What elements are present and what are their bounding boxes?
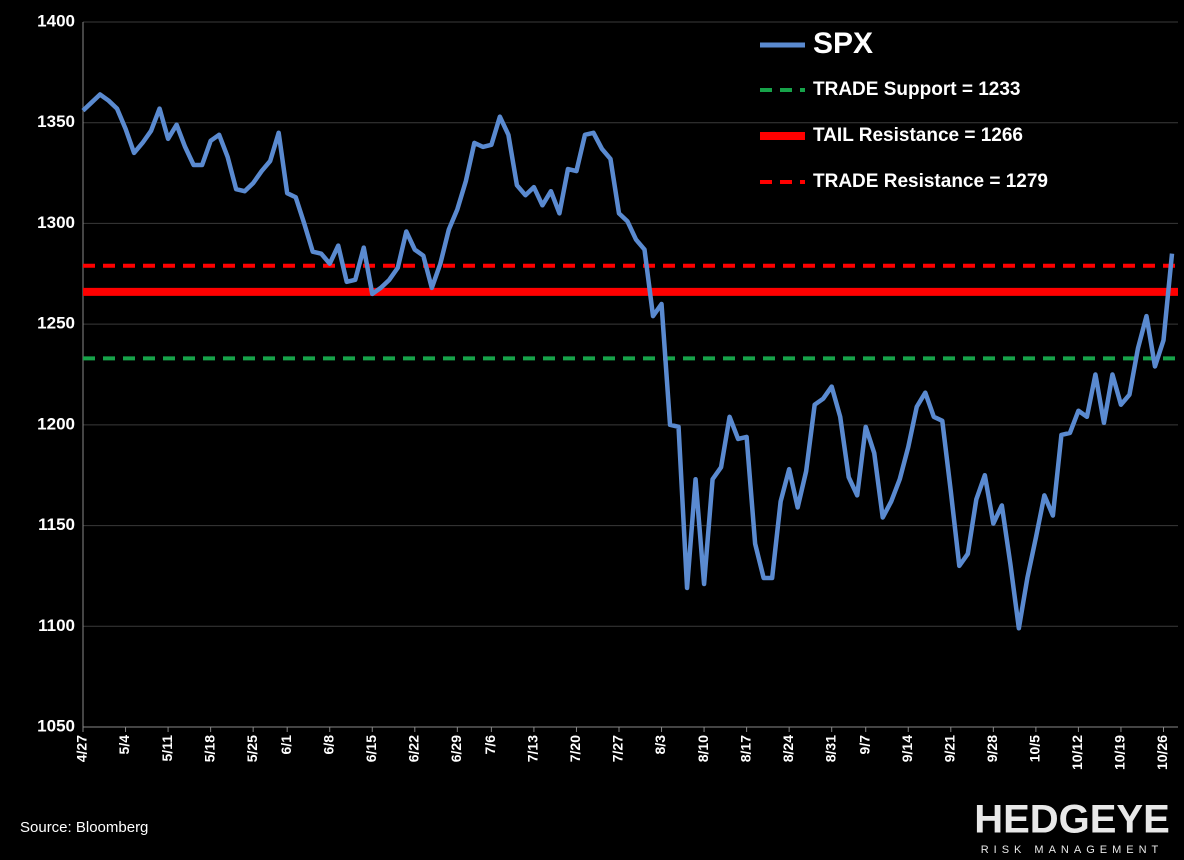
x-tick-label: 6/29 bbox=[448, 735, 464, 762]
series-line bbox=[81, 92, 1175, 631]
x-tick-label: 6/8 bbox=[320, 735, 336, 755]
x-tick-label: 7/13 bbox=[525, 735, 541, 762]
y-tick-label: 1400 bbox=[37, 11, 75, 30]
logo-tagline: RISK MANAGEMENT bbox=[981, 844, 1164, 856]
x-tick-label: 9/28 bbox=[984, 735, 1000, 762]
y-tick-label: 1200 bbox=[37, 414, 75, 433]
legend-label: TRADE Support = 1233 bbox=[813, 79, 1020, 100]
y-tick-label: 1100 bbox=[38, 616, 75, 635]
x-tick-label: 8/10 bbox=[695, 735, 711, 762]
y-tick-label: 1350 bbox=[37, 112, 75, 131]
x-tick-label: 8/24 bbox=[780, 735, 796, 762]
x-tick-label: 5/11 bbox=[159, 735, 175, 762]
legend-label: SPX bbox=[813, 27, 873, 60]
legend-label: TRADE Resistance = 1279 bbox=[813, 171, 1048, 192]
x-tick-label: 10/5 bbox=[1027, 735, 1043, 762]
x-tick-label: 5/25 bbox=[244, 735, 260, 762]
x-tick-label: 6/1 bbox=[278, 735, 294, 755]
x-tick-label: 5/18 bbox=[201, 735, 217, 762]
x-tick-label: 6/22 bbox=[406, 735, 422, 762]
x-tick-label: 8/17 bbox=[737, 735, 753, 762]
logo-name: HEDGEYE bbox=[974, 798, 1170, 842]
x-tick-label: 5/4 bbox=[116, 735, 132, 755]
x-tick-label: 9/7 bbox=[856, 735, 872, 755]
x-tick-label: 8/31 bbox=[822, 735, 838, 762]
x-tick-label: 6/15 bbox=[363, 735, 379, 762]
x-tick-label: 8/3 bbox=[652, 735, 668, 755]
y-tick-label: 1300 bbox=[37, 213, 75, 232]
y-tick-label: 1150 bbox=[38, 515, 75, 534]
x-tick-label: 10/26 bbox=[1154, 735, 1170, 770]
x-tick-label: 10/12 bbox=[1069, 735, 1085, 770]
x-tick-label: 7/20 bbox=[567, 735, 583, 762]
x-tick-label: 10/19 bbox=[1112, 735, 1128, 770]
source-note: Source: Bloomberg bbox=[20, 819, 148, 836]
y-tick-label: 1050 bbox=[37, 716, 75, 735]
x-tick-label: 7/6 bbox=[482, 735, 498, 755]
x-tick-label: 4/27 bbox=[74, 735, 90, 762]
x-tick-label: 7/27 bbox=[610, 735, 626, 762]
legend-label: TAIL Resistance = 1266 bbox=[813, 125, 1023, 146]
x-tick-label: 9/21 bbox=[942, 735, 958, 762]
y-tick-label: 1250 bbox=[37, 314, 75, 333]
x-tick-label: 9/14 bbox=[899, 735, 915, 762]
